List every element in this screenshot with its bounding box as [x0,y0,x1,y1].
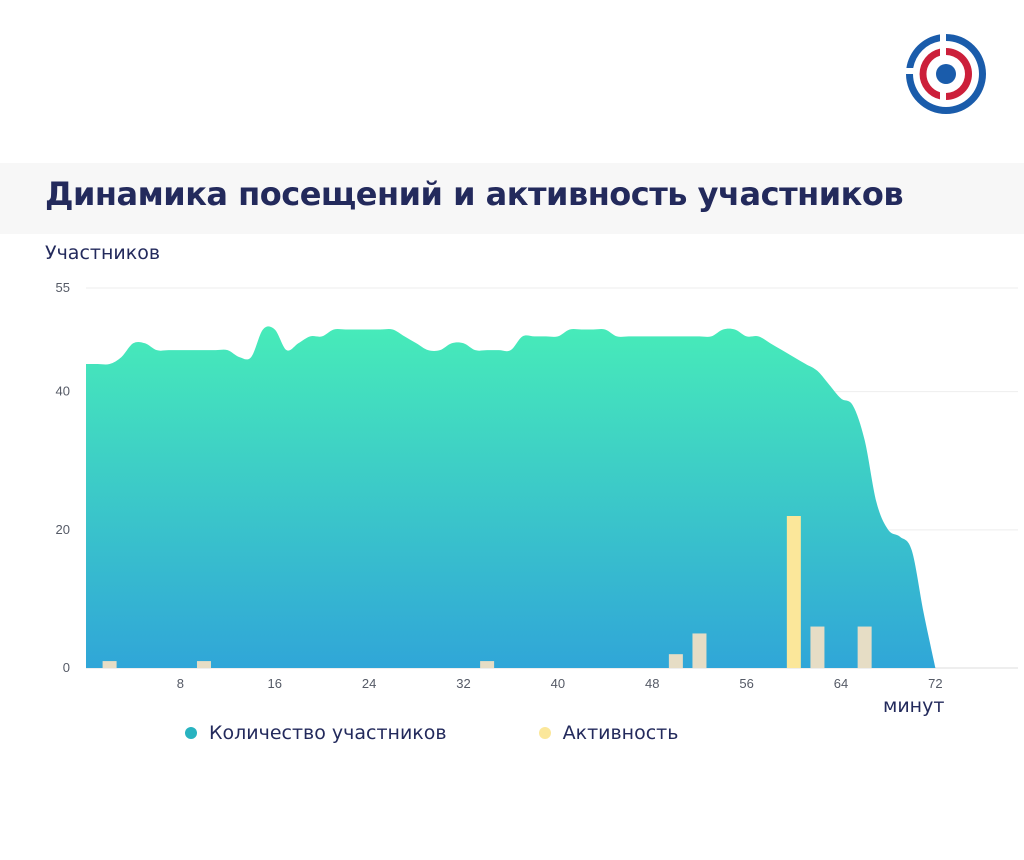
x-tick-label: 64 [834,676,848,690]
activity-bar [857,626,872,668]
logo-center-dot [936,64,956,84]
logo-inner-ring-left [919,48,940,100]
legend-label-activity: Активность [562,722,679,744]
title-band [0,163,1024,234]
activity-bar [480,661,495,668]
y-tick-label: 40 [56,384,70,399]
x-tick-labels: 8 16 24 32 40 48 56 64 72 [177,676,943,690]
x-tick-label: 16 [268,676,282,690]
activity-bar [668,654,683,668]
legend: Количество участников Активность [185,722,678,744]
target-logo [906,34,986,114]
participants-area [86,326,936,668]
x-tick-label: 56 [739,676,753,690]
x-tick-label: 24 [362,676,376,690]
legend-dot-activity [538,727,551,739]
page-title: Динамика посещений и активность участник… [45,175,904,213]
legend-dot-participants [185,727,197,739]
x-axis-unit: минут [883,695,945,717]
activity-bar [692,633,707,668]
y-tick-label: 0 [63,660,70,675]
y-tick-labels: 0 20 40 55 [56,280,70,675]
activity-bar [810,626,825,668]
participants-chart: 0 20 40 55 8 16 24 32 40 48 56 64 72 [56,280,1018,690]
y-axis-title: Участников [45,242,161,264]
activity-bar [102,661,117,668]
y-tick-label: 55 [56,280,70,295]
legend-item-activity[interactable]: Активность [538,722,679,744]
legend-label-participants: Количество участников [209,722,447,744]
x-tick-label: 8 [177,676,184,690]
x-tick-label: 72 [928,676,942,690]
logo-outer-ring-left [906,34,940,68]
x-tick-label: 40 [551,676,565,690]
x-tick-label: 32 [456,676,470,690]
x-tick-label: 48 [645,676,659,690]
activity-bar [196,661,211,668]
legend-item-participants[interactable]: Количество участников [185,722,447,744]
y-tick-label: 20 [56,522,70,537]
logo-inner-ring [946,48,972,100]
activity-bar [786,516,801,668]
activity-bars [102,516,872,668]
